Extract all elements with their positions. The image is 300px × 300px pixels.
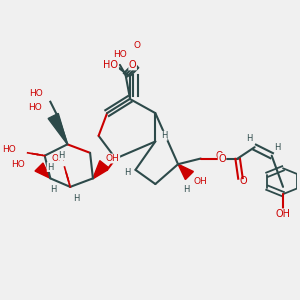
Text: H: H <box>50 185 56 194</box>
Text: O: O <box>218 154 226 164</box>
Text: O: O <box>129 60 136 70</box>
Text: OH: OH <box>52 154 66 163</box>
Text: HO: HO <box>3 146 16 154</box>
Text: OH: OH <box>194 177 208 186</box>
Text: H: H <box>274 143 280 152</box>
Text: HO: HO <box>103 60 118 70</box>
Polygon shape <box>35 163 50 178</box>
Text: H: H <box>246 134 252 143</box>
Text: H: H <box>47 163 53 172</box>
Text: HO: HO <box>29 89 43 98</box>
Text: H: H <box>183 185 190 194</box>
Text: HO: HO <box>11 160 25 169</box>
Text: HO: HO <box>113 50 127 59</box>
Polygon shape <box>178 164 194 180</box>
Text: H: H <box>124 168 130 177</box>
Text: H: H <box>73 194 79 203</box>
Text: O: O <box>239 176 247 186</box>
Polygon shape <box>48 113 68 144</box>
Text: OH: OH <box>106 154 120 163</box>
Polygon shape <box>93 160 109 178</box>
Text: H: H <box>58 151 65 160</box>
Text: O: O <box>134 40 140 50</box>
Text: H: H <box>161 131 167 140</box>
Text: OH: OH <box>275 209 290 219</box>
Text: O: O <box>215 151 223 161</box>
Text: HO: HO <box>28 103 42 112</box>
